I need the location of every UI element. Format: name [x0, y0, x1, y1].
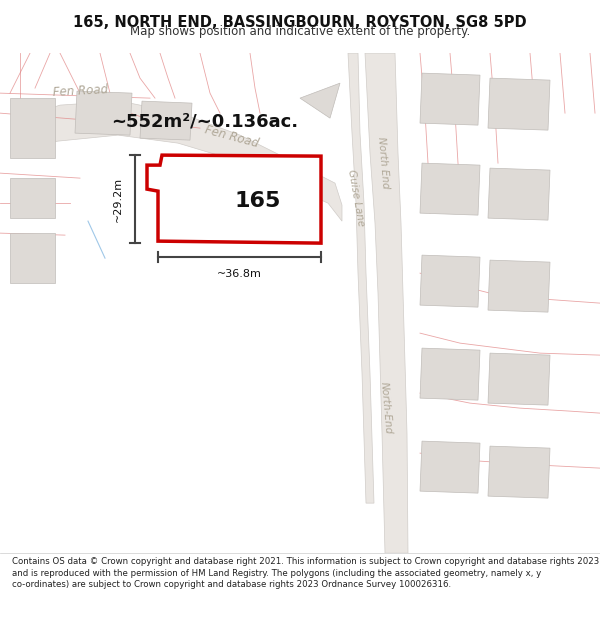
Polygon shape [20, 101, 342, 221]
Polygon shape [488, 260, 550, 312]
Polygon shape [420, 163, 480, 215]
Text: North End: North End [376, 137, 390, 189]
Text: Contains OS data © Crown copyright and database right 2021. This information is : Contains OS data © Crown copyright and d… [12, 557, 599, 589]
Polygon shape [420, 348, 480, 400]
Text: 165: 165 [235, 191, 281, 211]
Text: North-End: North-End [379, 381, 393, 435]
Text: ~36.8m: ~36.8m [217, 269, 262, 279]
Polygon shape [10, 178, 55, 218]
Polygon shape [488, 446, 550, 498]
Polygon shape [147, 155, 321, 243]
Polygon shape [488, 353, 550, 405]
Polygon shape [300, 83, 340, 118]
Polygon shape [420, 73, 480, 125]
Polygon shape [420, 255, 480, 307]
Text: ~552m²/~0.136ac.: ~552m²/~0.136ac. [112, 112, 299, 130]
Polygon shape [10, 233, 55, 283]
Polygon shape [488, 78, 550, 130]
Polygon shape [488, 168, 550, 220]
Text: Fen Road: Fen Road [52, 83, 108, 99]
Text: Map shows position and indicative extent of the property.: Map shows position and indicative extent… [130, 25, 470, 38]
Polygon shape [365, 53, 408, 553]
Text: Fen Road: Fen Road [203, 124, 260, 151]
Polygon shape [140, 101, 192, 140]
Text: ~29.2m: ~29.2m [113, 176, 123, 222]
Polygon shape [420, 441, 480, 493]
Polygon shape [75, 91, 132, 135]
Polygon shape [195, 163, 305, 215]
Text: Guise Lane: Guise Lane [346, 169, 366, 228]
Text: 165, NORTH END, BASSINGBOURN, ROYSTON, SG8 5PD: 165, NORTH END, BASSINGBOURN, ROYSTON, S… [73, 15, 527, 30]
Polygon shape [10, 98, 55, 158]
Polygon shape [348, 53, 374, 503]
